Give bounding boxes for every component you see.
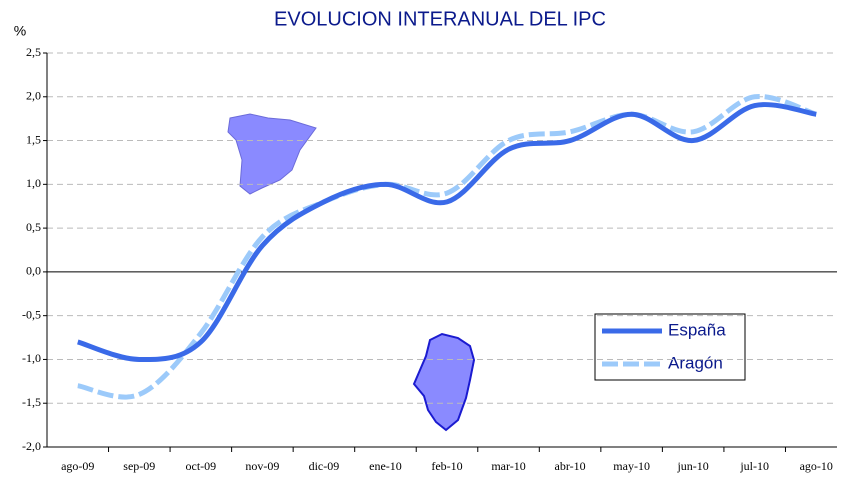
legend-label: Aragón — [668, 353, 723, 372]
y-tick-label: -0,5 — [22, 307, 41, 321]
x-tick-label: abr-10 — [555, 459, 586, 473]
x-tick-label: dic-09 — [309, 459, 340, 473]
series-line — [77, 94, 818, 400]
y-tick-label: 2,5 — [26, 45, 41, 59]
legend-box — [594, 313, 746, 381]
x-tick-label: may-10 — [613, 459, 650, 473]
y-tick-label: -2,0 — [22, 439, 41, 453]
x-tick-label: ene-10 — [369, 459, 402, 473]
y-tick-label: 1,5 — [26, 132, 41, 146]
x-tick-label: ago-09 — [61, 459, 94, 473]
legend: España Aragón — [594, 313, 746, 381]
x-tick-label: mar-10 — [491, 459, 525, 473]
spain-map — [227, 113, 317, 195]
y-tick-label: 0,0 — [26, 264, 41, 278]
series-line — [77, 102, 817, 362]
chart-title: EVOLUCION INTERANUAL DEL IPC — [274, 8, 606, 30]
x-tick-label: nov-09 — [245, 459, 279, 473]
x-tick-label: jun-10 — [676, 459, 708, 473]
x-tick-label: ago-10 — [800, 459, 833, 473]
y-tick-label: -1,0 — [22, 351, 41, 365]
x-tick-label: feb-10 — [431, 459, 462, 473]
y-tick-label: -1,5 — [22, 395, 41, 409]
legend-label: España — [668, 320, 726, 339]
x-tick-label: sep-09 — [123, 459, 155, 473]
aragon-map — [412, 332, 476, 432]
x-tick-label: jul-10 — [739, 459, 769, 473]
y-axis-label: % — [14, 23, 26, 39]
y-tick-label: 2,0 — [26, 89, 41, 103]
y-tick-label: 0,5 — [26, 220, 41, 234]
x-tick-label: oct-09 — [186, 459, 217, 473]
y-tick-label: 1,0 — [26, 176, 41, 190]
